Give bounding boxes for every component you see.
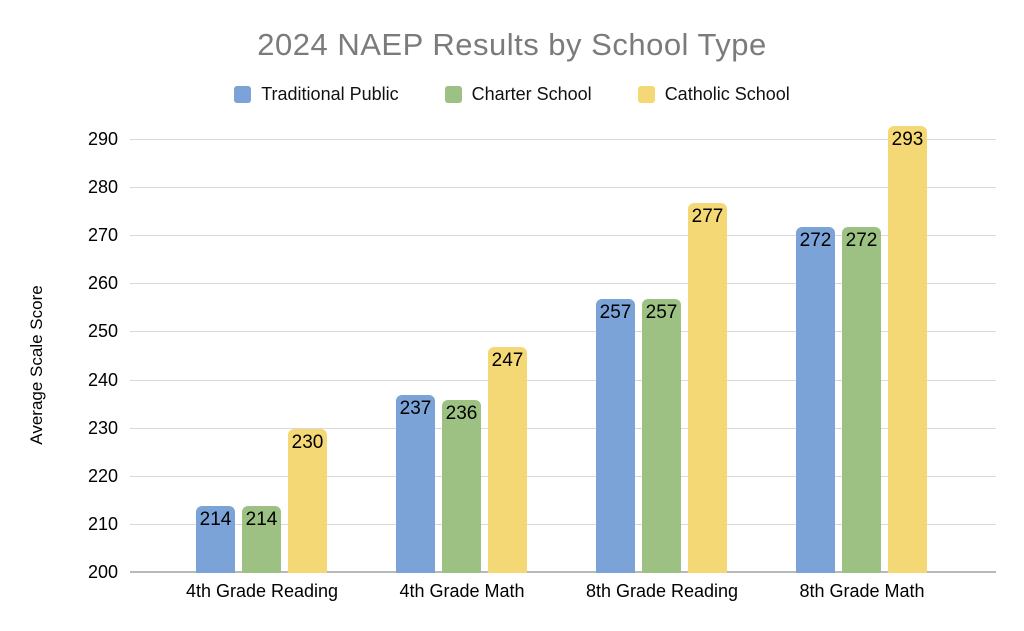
x-category-label: 8th Grade Reading	[585, 581, 739, 601]
legend-item: Catholic School	[637, 84, 790, 105]
bar-value-label: 272	[799, 230, 832, 251]
bar-value-label: 214	[245, 509, 278, 530]
bar-value-label: 236	[445, 403, 478, 424]
bar	[242, 506, 281, 573]
legend-item: Charter School	[444, 84, 592, 105]
chart-legend: Traditional Public Charter School Catholic…	[0, 84, 1024, 105]
y-tick-label: 260	[87, 273, 118, 293]
gridline	[130, 187, 996, 188]
bar-value-label: 277	[691, 206, 724, 227]
bar	[796, 227, 835, 573]
bar	[396, 395, 435, 573]
y-tick-label: 220	[87, 466, 118, 486]
gridline	[130, 428, 996, 429]
gridline	[130, 139, 996, 140]
gridline	[130, 235, 996, 236]
bar	[442, 400, 481, 573]
bar-value-label: 257	[599, 302, 632, 323]
bar-value-label: 257	[645, 302, 678, 323]
legend-swatch-icon	[234, 86, 252, 103]
legend-label: Catholic School	[664, 84, 790, 104]
bar	[688, 203, 727, 573]
y-tick-label: 210	[87, 514, 118, 534]
bar	[488, 347, 527, 573]
legend-swatch-icon	[444, 86, 462, 103]
x-category-label: 4th Grade Reading	[185, 581, 339, 601]
y-tick-label: 200	[87, 562, 118, 582]
gridline	[130, 380, 996, 381]
y-tick-label: 250	[87, 321, 118, 341]
bar-value-label: 272	[845, 230, 878, 251]
gridline	[130, 283, 996, 284]
bar	[842, 227, 881, 573]
bar-value-label: 214	[199, 509, 232, 530]
gridline	[130, 331, 996, 332]
y-tick-label: 270	[87, 225, 118, 245]
gridline	[130, 571, 996, 573]
plot-area: 214 214 230 237 236 247 257 257 277 272 272 293	[130, 118, 996, 573]
bar	[642, 299, 681, 573]
gridline	[130, 524, 996, 525]
bar	[196, 506, 235, 573]
bar-value-label: 247	[491, 350, 524, 371]
bar	[888, 126, 927, 573]
bar-value-label: 237	[399, 398, 432, 419]
legend-label: Charter School	[471, 84, 592, 104]
y-tick-label: 290	[87, 129, 118, 149]
bar-value-label: 230	[291, 432, 324, 453]
bar	[596, 299, 635, 573]
legend-label: Traditional Public	[261, 84, 399, 104]
y-tick-label: 240	[87, 370, 118, 390]
legend-item: Traditional Public	[234, 84, 399, 105]
legend-swatch-icon	[637, 86, 655, 103]
chart-title: 2024 NAEP Results by School Type	[257, 27, 767, 62]
x-category-label: 8th Grade Math	[799, 581, 925, 601]
bar	[288, 429, 327, 573]
x-category-label: 4th Grade Math	[399, 581, 525, 601]
y-tick-label: 230	[87, 418, 118, 438]
y-tick-label: 280	[87, 177, 118, 197]
gridline	[130, 476, 996, 477]
bar-value-label: 293	[891, 129, 924, 150]
